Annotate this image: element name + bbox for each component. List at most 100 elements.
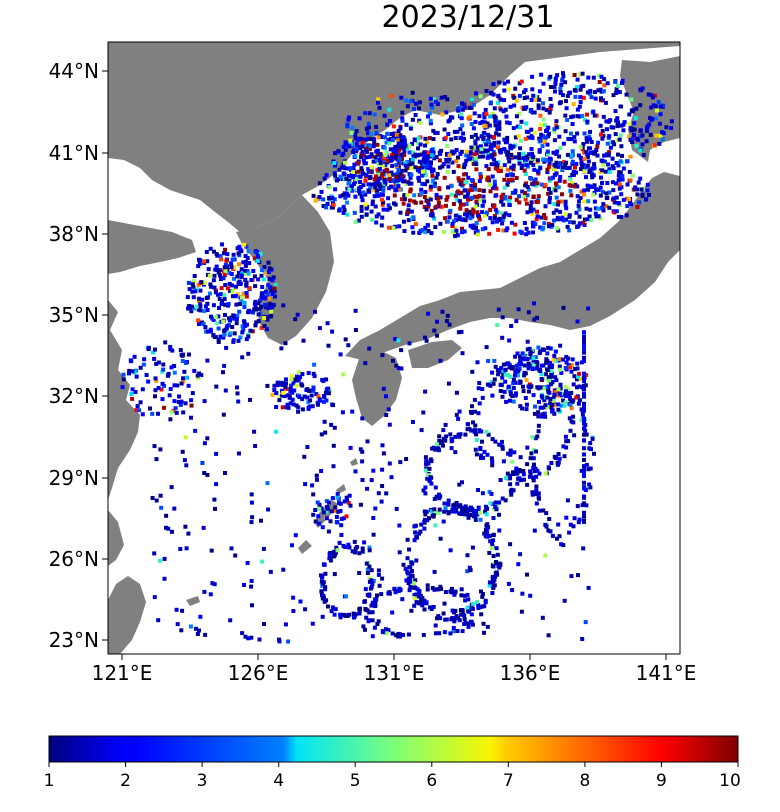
data-dot	[506, 384, 511, 389]
data-dot	[507, 362, 512, 367]
data-dot	[456, 432, 461, 437]
data-dot	[516, 362, 521, 367]
data-dot	[357, 551, 362, 556]
data-dot	[322, 419, 327, 424]
data-dot	[361, 153, 366, 158]
data-dot	[441, 229, 446, 234]
data-dot	[463, 432, 468, 437]
data-dot	[154, 378, 159, 383]
data-dot	[454, 390, 459, 395]
data-dot	[363, 192, 368, 197]
data-dot	[378, 161, 383, 165]
data-dot	[599, 96, 603, 101]
data-dot	[235, 385, 239, 390]
data-dot	[207, 273, 212, 278]
data-dot	[599, 132, 603, 137]
data-dot	[322, 176, 327, 181]
data-dot	[387, 173, 392, 178]
data-dot	[417, 600, 422, 605]
data-dot	[510, 459, 515, 464]
data-dot	[219, 257, 224, 262]
data-dot	[463, 180, 468, 185]
data-dot	[563, 366, 568, 370]
data-dot	[581, 546, 586, 551]
data-dot	[325, 506, 330, 511]
data-dot	[635, 192, 640, 197]
data-dot	[557, 178, 562, 183]
data-dot	[477, 214, 481, 219]
data-dot	[508, 195, 513, 200]
data-dot	[308, 398, 313, 403]
data-dot	[499, 365, 504, 370]
data-dot	[400, 118, 405, 123]
data-dot	[236, 280, 241, 285]
data-dot	[513, 393, 518, 398]
data-dot	[380, 215, 385, 220]
data-dot	[526, 361, 531, 366]
data-dot	[601, 202, 606, 207]
data-dot	[253, 323, 258, 328]
data-dot	[545, 395, 550, 400]
data-dot	[492, 183, 497, 188]
data-dot	[476, 411, 481, 416]
data-dot	[313, 198, 318, 203]
data-dot	[497, 500, 502, 505]
data-dot	[437, 492, 441, 497]
data-dot	[390, 138, 395, 142]
data-dot	[562, 454, 567, 459]
data-dot	[428, 121, 433, 126]
data-dot	[375, 177, 380, 181]
data-dot	[179, 628, 184, 633]
data-dot	[404, 122, 409, 127]
data-dot	[241, 291, 246, 296]
data-dot	[543, 216, 548, 221]
data-dot	[543, 135, 548, 140]
data-dot	[423, 143, 428, 148]
data-dot	[629, 202, 634, 207]
data-dot	[546, 465, 551, 470]
data-dot	[367, 548, 372, 553]
data-dot	[588, 466, 593, 471]
colorbar-tick-label: 9	[656, 771, 667, 791]
data-dot	[259, 325, 264, 330]
data-dot	[324, 173, 329, 178]
data-dot	[635, 136, 640, 141]
data-dot	[569, 574, 574, 579]
data-dot	[524, 160, 529, 165]
data-dot	[507, 202, 512, 207]
data-dot	[546, 388, 551, 393]
data-dot	[449, 184, 454, 189]
data-dot	[392, 201, 396, 206]
data-dot	[358, 447, 363, 452]
data-dot	[586, 467, 591, 472]
data-dot	[321, 204, 326, 208]
data-dot	[479, 147, 484, 152]
data-dot	[380, 443, 385, 448]
data-dot	[416, 136, 421, 141]
data-dot	[214, 384, 219, 389]
data-dot	[438, 536, 443, 541]
data-dot	[386, 196, 391, 201]
data-dot	[437, 507, 442, 512]
data-dot	[410, 90, 415, 95]
data-dot	[548, 74, 553, 79]
data-dot	[203, 632, 208, 637]
data-dot	[517, 111, 521, 116]
data-dot	[450, 160, 455, 165]
data-dot	[235, 391, 240, 396]
data-dot	[431, 514, 436, 519]
data-dot	[466, 157, 471, 161]
data-dot	[496, 100, 501, 105]
data-dot	[554, 164, 559, 169]
data-dot	[515, 351, 520, 356]
data-dot	[456, 503, 461, 508]
data-dot	[300, 397, 305, 402]
data-dot	[558, 386, 563, 391]
data-dot	[403, 161, 408, 166]
data-dot	[247, 286, 252, 290]
data-dot	[392, 131, 397, 136]
data-dot	[486, 382, 491, 387]
data-dot	[589, 95, 594, 100]
colorbar-gradient	[48, 735, 739, 763]
data-dot	[347, 493, 352, 498]
